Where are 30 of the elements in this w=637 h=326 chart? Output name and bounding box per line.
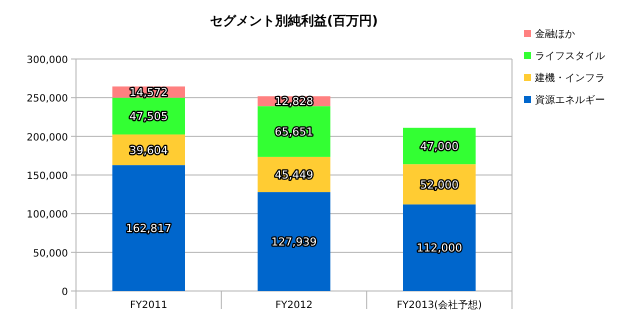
y-tick-label: 300,000 xyxy=(26,55,68,66)
x-tick-label: FY2011 xyxy=(130,300,168,311)
data-label: 39,604 xyxy=(129,144,168,157)
bar xyxy=(258,106,330,157)
y-tick-label: 250,000 xyxy=(26,94,68,105)
y-tick-label: 200,000 xyxy=(26,132,68,144)
chart-title: セグメント別純利益(百万円) xyxy=(210,13,378,29)
legend-label: 建機・インフラ xyxy=(534,72,605,84)
legend-label: 資源エネルギー xyxy=(535,94,605,106)
bar xyxy=(403,204,476,291)
legend-label: ライフスタイル xyxy=(535,51,605,62)
y-tick-label: 50,000 xyxy=(33,248,68,260)
data-label: 112,000 xyxy=(416,242,462,255)
y-tick-label: 100,000 xyxy=(26,210,68,221)
data-label: 162,817 xyxy=(126,222,172,236)
y-tick-label: 0 xyxy=(62,287,68,298)
data-label: 47,000 xyxy=(420,140,459,153)
data-label: 127,939 xyxy=(271,236,317,249)
bar xyxy=(258,192,330,291)
data-label: 47,505 xyxy=(129,110,168,124)
bar xyxy=(112,165,185,291)
legend-label: 金融ほか xyxy=(535,28,575,40)
data-label: 45,449 xyxy=(274,168,314,182)
data-label: 52,000 xyxy=(420,178,459,192)
y-tick-label: 150,000 xyxy=(26,171,68,182)
x-tick-label: FY2012 xyxy=(275,300,313,311)
data-label: 12,828 xyxy=(274,95,314,108)
data-label: 65,651 xyxy=(274,126,314,139)
x-tick-label: FY2013(会社予想) xyxy=(396,299,482,311)
data-label: 14,572 xyxy=(129,86,168,100)
